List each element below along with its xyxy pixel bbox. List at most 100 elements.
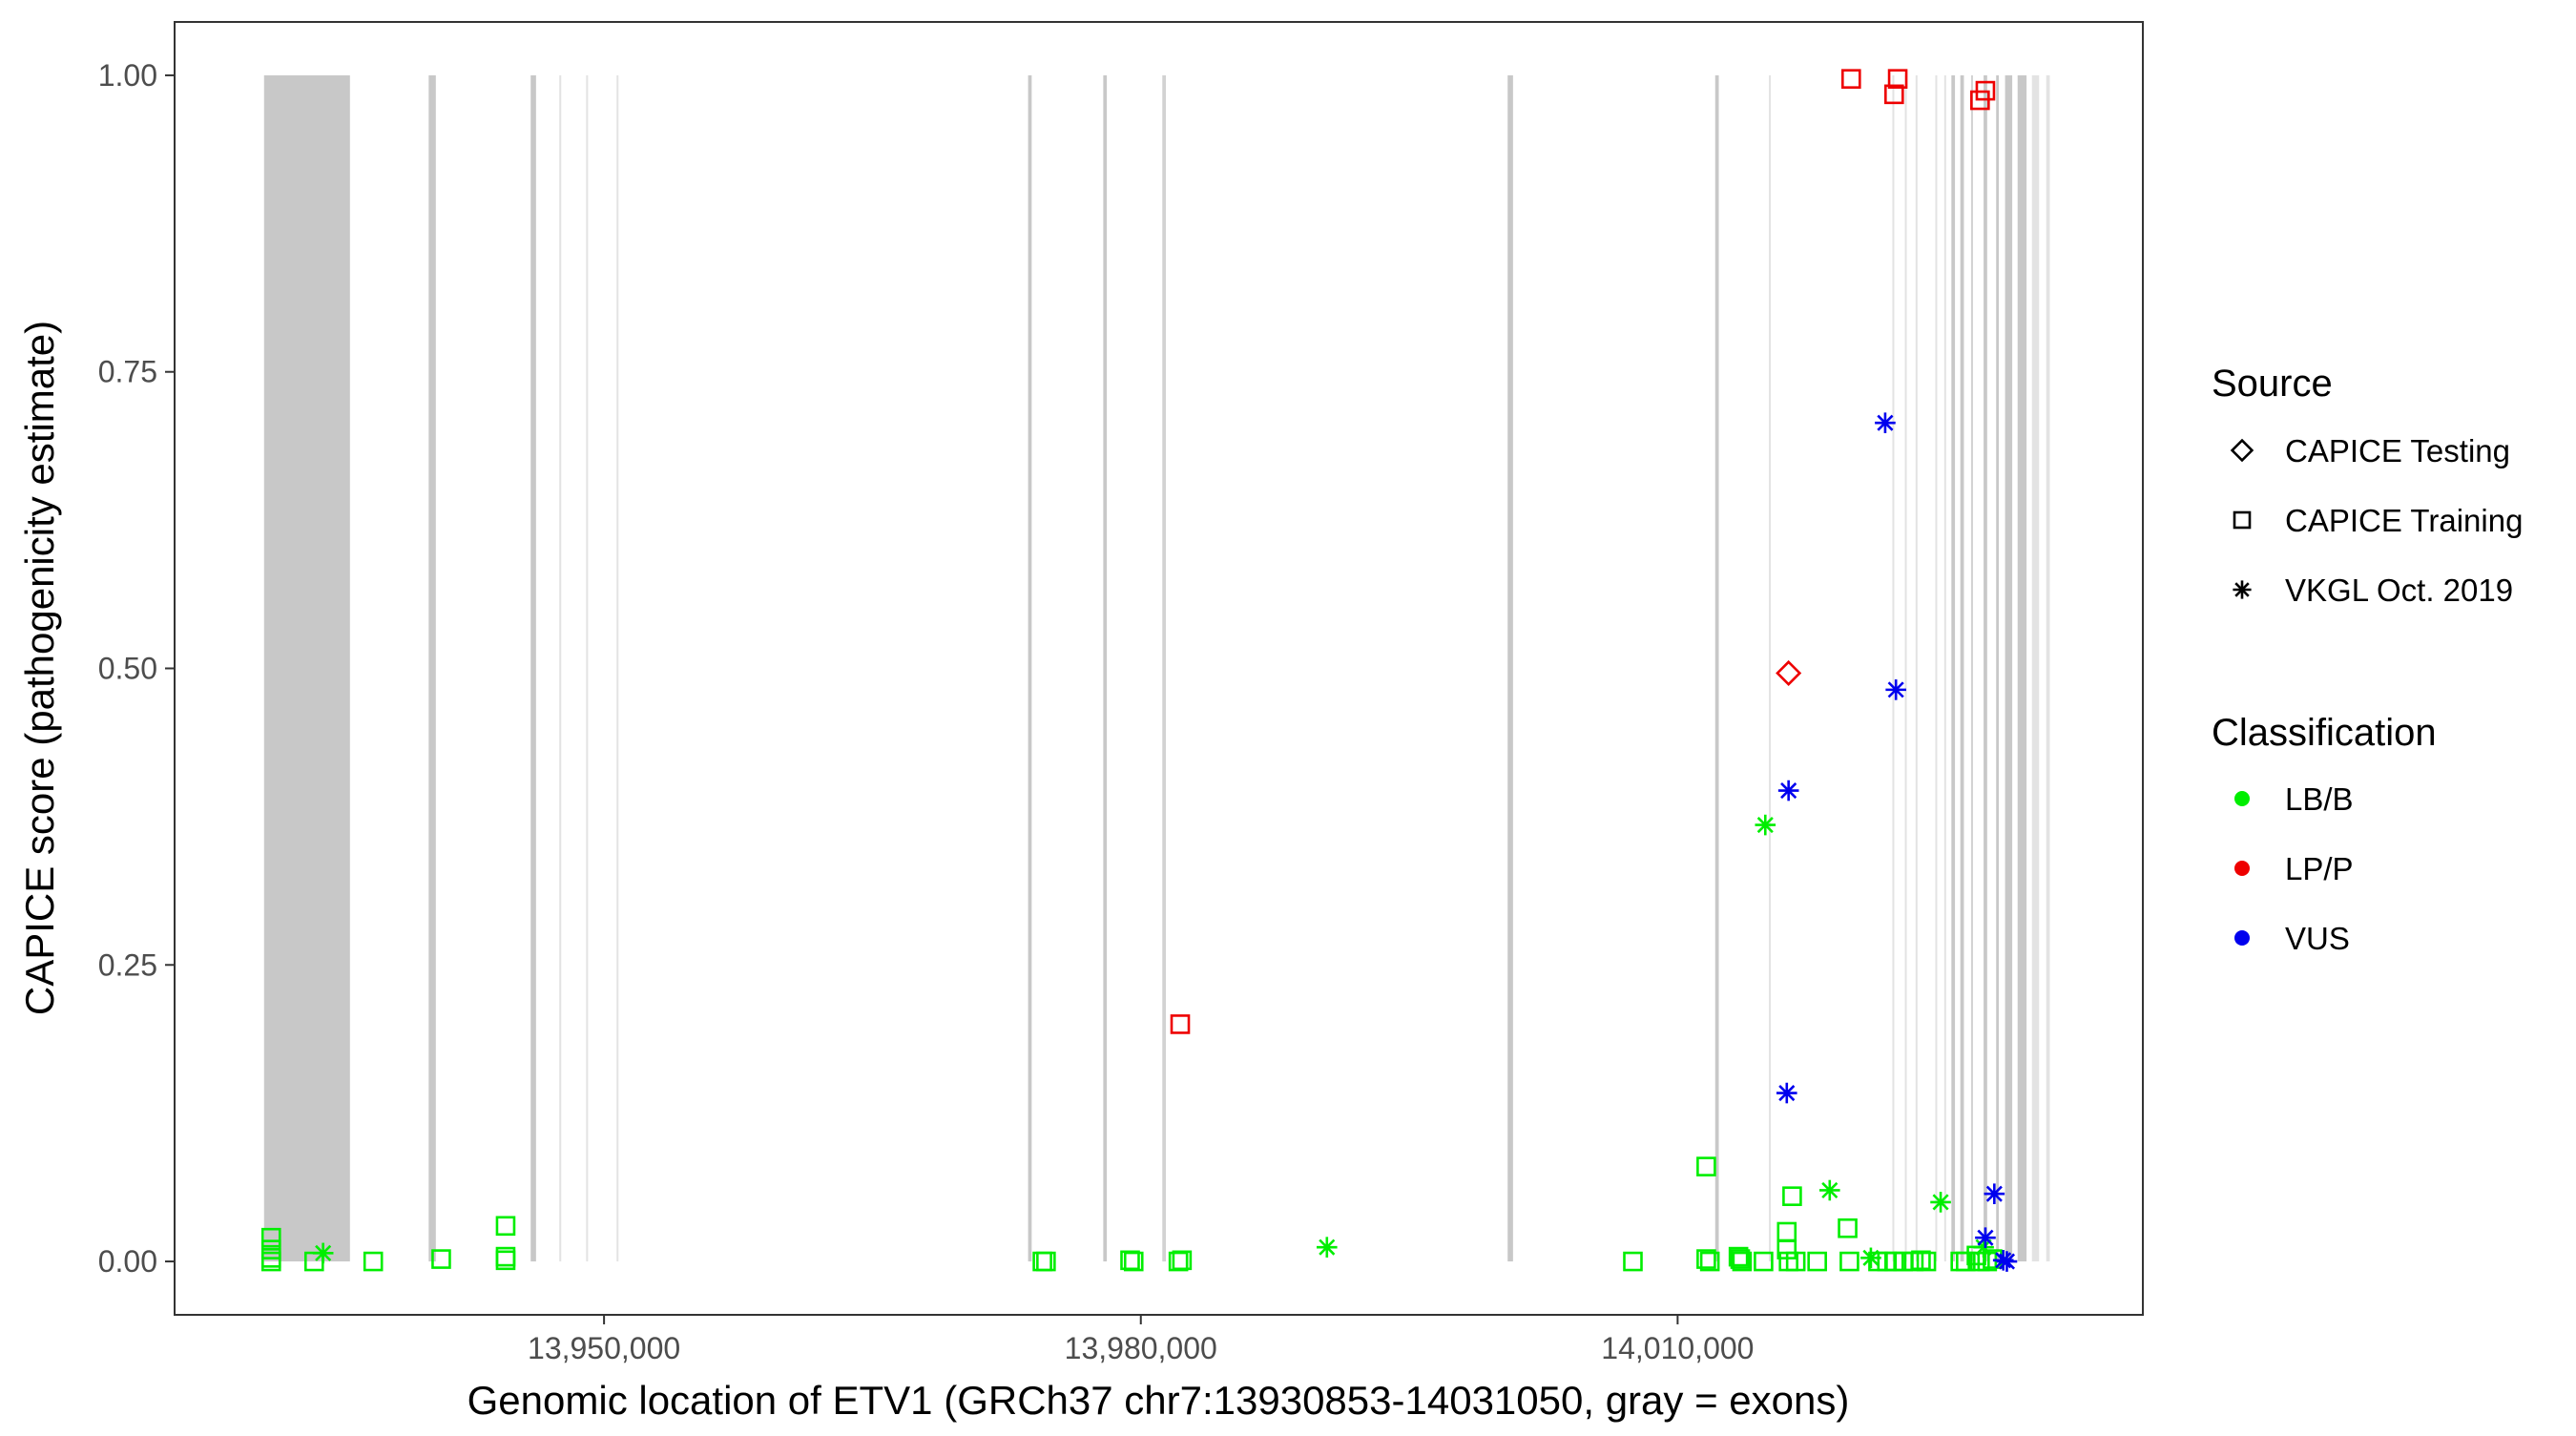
data-point-lb-b bbox=[1730, 1249, 1751, 1269]
exon-region bbox=[1507, 74, 1513, 1262]
data-point-lb-b bbox=[1930, 1192, 1951, 1213]
exon-region bbox=[1951, 74, 1956, 1262]
legend-classification-label: VUS bbox=[2285, 921, 2350, 956]
exon-region bbox=[2017, 74, 2027, 1262]
data-point-lp-p bbox=[1170, 1014, 1191, 1034]
exon-region bbox=[1028, 74, 1032, 1262]
data-point-lb-b bbox=[1732, 1251, 1753, 1272]
x-axis-title: Genomic location of ETV1 (GRCh37 chr7:13… bbox=[467, 1378, 1850, 1423]
data-point-lb-b bbox=[363, 1251, 384, 1272]
data-point-lb-b bbox=[260, 1251, 281, 1272]
legend-source-items: CAPICE Testing CAPICE Training VKGL Oct. 2… bbox=[2230, 433, 2523, 608]
data-point-vus bbox=[1885, 679, 1906, 700]
exon-region bbox=[1960, 74, 1964, 1262]
data-point-vus bbox=[1776, 1082, 1797, 1104]
data-point-lb-b bbox=[1623, 1251, 1643, 1272]
legend-classification-label: LB/B bbox=[2285, 781, 2354, 817]
data-point-lb-b bbox=[1916, 1251, 1937, 1272]
legend-dot-icon bbox=[2234, 930, 2250, 946]
data-point-lb-b bbox=[1316, 1237, 1338, 1258]
legend-source-label: CAPICE Testing bbox=[2285, 433, 2510, 468]
y-tick-label: 0.00 bbox=[98, 1244, 157, 1279]
data-point-lb-b bbox=[1839, 1251, 1859, 1272]
exon-region bbox=[1935, 74, 1938, 1262]
data-point-lb-b bbox=[431, 1249, 451, 1269]
exon-region bbox=[559, 74, 562, 1262]
legend-classification-label: LP/P bbox=[2285, 851, 2354, 886]
data-point-lb-b bbox=[1807, 1251, 1827, 1272]
data-point-lb-b bbox=[1838, 1217, 1858, 1238]
x-tick-label: 14,010,000 bbox=[1601, 1331, 1754, 1365]
data-point-lp-p bbox=[1975, 80, 1996, 101]
exon-region bbox=[1103, 74, 1108, 1262]
data-point-lp-p bbox=[1884, 84, 1904, 105]
legend-source-label: VKGL Oct. 2019 bbox=[2285, 572, 2513, 608]
exon-region bbox=[1996, 74, 2000, 1262]
exon-layer bbox=[263, 74, 2050, 1262]
data-point-vus bbox=[1996, 1251, 2018, 1272]
exon-region bbox=[263, 74, 350, 1262]
y-tick-label: 0.75 bbox=[98, 355, 157, 389]
legend-source-label: CAPICE Training bbox=[2285, 503, 2523, 538]
exon-region bbox=[428, 74, 436, 1262]
x-axis: 13,950,000 13,980,000 14,010,000 bbox=[528, 1315, 1754, 1365]
plot-panel-border bbox=[174, 21, 2144, 1316]
exon-region bbox=[1904, 74, 1907, 1262]
exon-region bbox=[1915, 74, 1918, 1262]
data-point-lb-b bbox=[495, 1250, 516, 1271]
legend-diamond-icon bbox=[2230, 438, 2254, 463]
data-point-vus bbox=[1875, 412, 1896, 433]
data-point-lb-b bbox=[1956, 1251, 1976, 1272]
exon-region bbox=[586, 74, 589, 1262]
y-tick-label: 0.25 bbox=[98, 947, 157, 982]
data-point-lb-b bbox=[1755, 814, 1776, 836]
data-point-lb-b bbox=[1172, 1250, 1193, 1271]
point-layer bbox=[260, 69, 2018, 1272]
legend-source-title: Source bbox=[2212, 363, 2333, 405]
data-point-lb-b bbox=[1696, 1249, 1716, 1269]
data-point-vus bbox=[1975, 1227, 1996, 1248]
y-tick-label: 0.50 bbox=[98, 652, 157, 686]
legend-class-items: LB/B LP/P VUS bbox=[2234, 781, 2354, 956]
exon-region bbox=[1769, 74, 1772, 1262]
data-point-lb-b bbox=[495, 1216, 516, 1237]
legend-asterisk-icon bbox=[2233, 580, 2252, 599]
data-point-lp-p bbox=[1841, 69, 1861, 89]
legend-square-icon bbox=[2233, 510, 2252, 530]
exon-region bbox=[1943, 74, 1946, 1262]
exon-region bbox=[2031, 74, 2040, 1262]
x-tick-label: 13,980,000 bbox=[1065, 1331, 1217, 1365]
data-point-lp-p bbox=[1887, 69, 1908, 89]
y-axis: 0.00 0.25 0.50 0.75 1.00 bbox=[98, 58, 175, 1279]
legend-classification-title: Classification bbox=[2212, 712, 2437, 754]
data-point-lp-p bbox=[1776, 659, 1802, 687]
data-point-vus bbox=[1777, 780, 1799, 801]
exon-region bbox=[1892, 74, 1895, 1262]
exon-region bbox=[2046, 74, 2050, 1262]
exon-region bbox=[1984, 74, 1987, 1262]
data-point-lb-b bbox=[1754, 1251, 1774, 1272]
data-point-lb-b bbox=[1903, 1251, 1924, 1272]
data-point-lb-b bbox=[1036, 1251, 1056, 1272]
data-point-lb-b bbox=[1911, 1250, 1931, 1271]
exon-region bbox=[530, 74, 536, 1262]
data-point-lb-b bbox=[1699, 1251, 1720, 1272]
data-point-lb-b bbox=[260, 1227, 281, 1248]
data-point-lb-b bbox=[1818, 1179, 1840, 1201]
exon-region bbox=[616, 74, 619, 1262]
data-point-lb-b bbox=[1785, 1251, 1806, 1272]
exon-region bbox=[1714, 74, 1719, 1262]
exon-region bbox=[1970, 74, 1973, 1262]
y-tick-label: 1.00 bbox=[98, 58, 157, 93]
y-axis-title: CAPICE score (pathogenicity estimate) bbox=[17, 321, 62, 1015]
data-point-lb-b bbox=[312, 1242, 334, 1264]
data-point-lb-b bbox=[1696, 1156, 1716, 1176]
data-point-vus bbox=[1984, 1183, 2005, 1205]
data-point-lb-b bbox=[1123, 1251, 1144, 1272]
data-point-lb-b bbox=[1728, 1246, 1749, 1267]
exon-region bbox=[2005, 74, 2013, 1262]
legend-dot-icon bbox=[2234, 791, 2250, 806]
x-tick-label: 13,950,000 bbox=[528, 1331, 680, 1365]
